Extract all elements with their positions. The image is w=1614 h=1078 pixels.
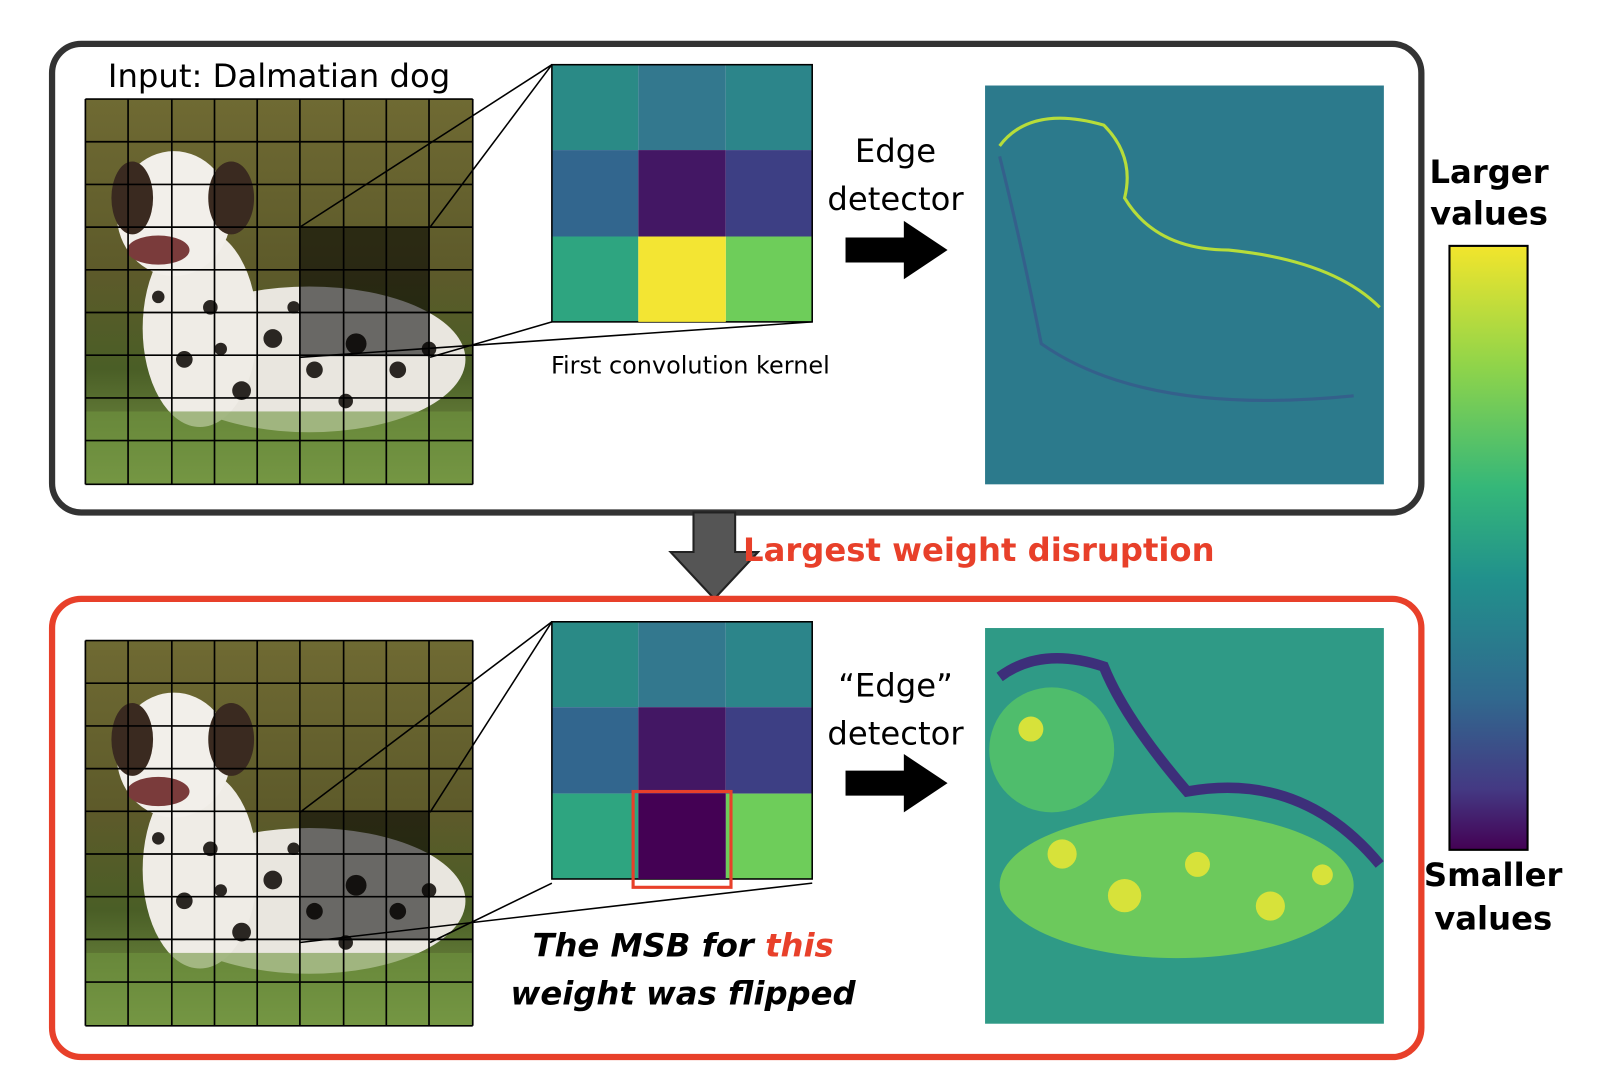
colorbar-label: Larger: [1429, 153, 1548, 191]
transition-label: Largest weight disruption: [743, 531, 1215, 569]
detector-label: detector: [827, 180, 964, 218]
input-image: [84, 98, 474, 486]
arrow: [845, 220, 948, 280]
caption-line: The MSB for this: [532, 927, 833, 965]
detector-label: Edge: [855, 132, 936, 170]
detector-label: “Edge”: [838, 666, 953, 704]
zoom-lines: [299, 621, 813, 944]
input-title: Input: Dalmatian dog: [108, 57, 450, 95]
down-arrow: [668, 511, 761, 601]
caption-text: The MSB for: [532, 927, 765, 965]
arrow: [845, 754, 948, 813]
kernel: [551, 621, 813, 889]
zoom-lines: [299, 64, 813, 359]
input-image: [84, 639, 474, 1027]
kernel: [551, 63, 813, 323]
caption-line: weight was flipped: [511, 975, 857, 1013]
colorbar-label: Smaller: [1424, 856, 1563, 894]
colorbar-label: values: [1430, 195, 1548, 233]
colorbar: [1448, 244, 1529, 851]
detector-label: detector: [827, 714, 964, 752]
output-image: [985, 85, 1384, 485]
colorbar-label: values: [1434, 900, 1552, 938]
kernel-caption: First convolution kernel: [551, 352, 830, 380]
output-image: [985, 628, 1384, 1024]
caption-highlight: this: [765, 927, 834, 965]
